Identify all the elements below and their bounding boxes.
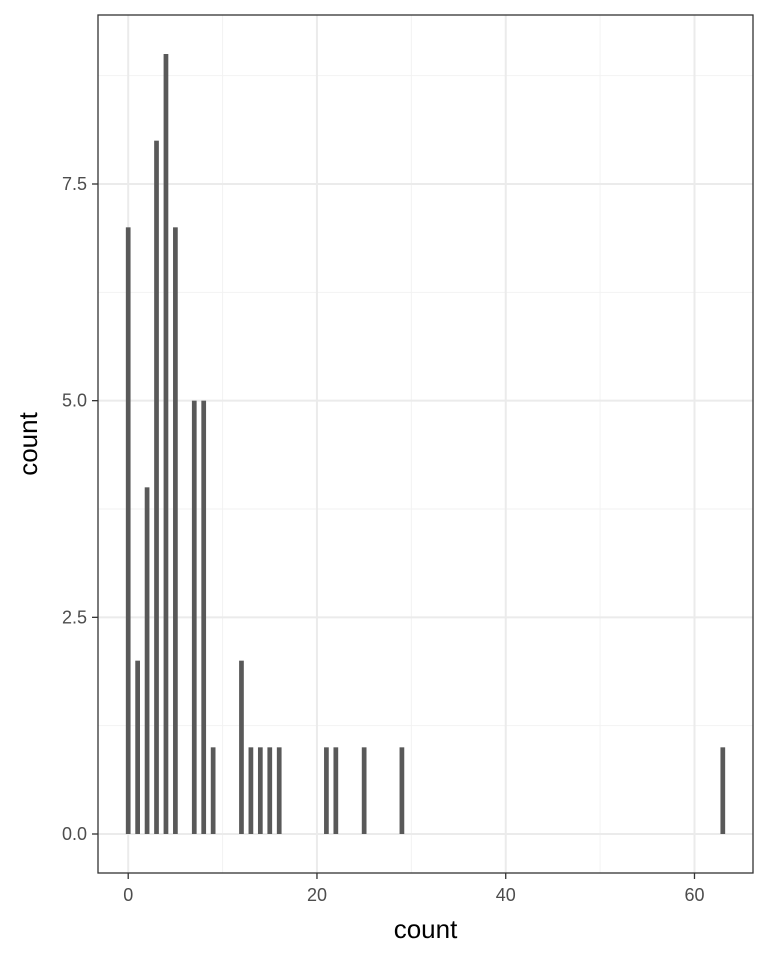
bar: [361, 747, 367, 834]
y-axis-title: count: [13, 411, 43, 475]
bar: [125, 227, 131, 835]
bar: [248, 747, 254, 834]
bar: [163, 54, 169, 834]
plot-border: [97, 14, 754, 874]
bar: [333, 747, 339, 834]
bar: [144, 487, 150, 834]
x-tick-label: 40: [496, 885, 516, 905]
bar: [201, 400, 207, 834]
bar: [720, 747, 726, 834]
x-tick-label: 60: [684, 885, 704, 905]
y-tick-label: 7.5: [62, 174, 87, 194]
minor-gridlines: [98, 15, 753, 873]
bar: [135, 660, 140, 834]
x-axis-ticks: 0 20 40 60: [123, 873, 704, 905]
bars: [125, 54, 726, 835]
x-tick-label: 20: [307, 885, 327, 905]
bar: [324, 747, 329, 834]
bar: [267, 747, 273, 834]
y-tick-label: 0.0: [62, 824, 87, 844]
bar: [154, 140, 159, 834]
bar: [399, 747, 405, 834]
x-axis-title: count: [394, 914, 458, 944]
bar: [239, 660, 244, 834]
bar: [210, 747, 216, 834]
major-gridlines: [98, 15, 753, 873]
y-tick-label: 2.5: [62, 607, 87, 627]
bar: [191, 400, 197, 834]
x-tick-label: 0: [123, 885, 133, 905]
bar: [257, 747, 263, 834]
y-tick-label: 5.0: [62, 391, 87, 411]
y-axis-ticks: 0.0 2.5 5.0 7.5: [62, 174, 98, 844]
bar: [276, 747, 282, 834]
bar: [173, 227, 178, 835]
plot-background: [98, 15, 753, 873]
